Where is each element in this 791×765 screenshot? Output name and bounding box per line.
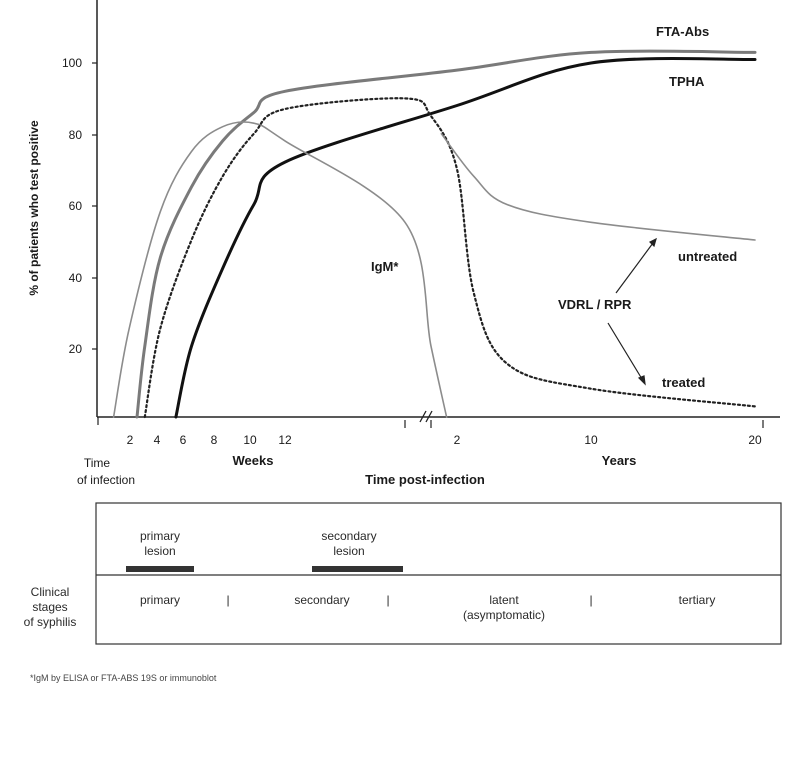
y-tick-label: 60 <box>69 199 83 213</box>
clinical-stages-label: Clinical <box>31 585 70 599</box>
stage-separator: | <box>589 593 592 607</box>
tpha-label: TPHA <box>669 74 705 89</box>
treated-label: treated <box>662 375 705 390</box>
igm-label: IgM* <box>371 259 399 274</box>
stage-latent: latent <box>489 593 519 607</box>
y-tick-label: 100 <box>62 56 82 70</box>
years-tick-label: 20 <box>748 433 762 447</box>
weeks-tick-label: 10 <box>243 433 257 447</box>
stage-secondary: secondary <box>294 593 349 607</box>
clinical-stages-label-2: stages <box>32 600 67 614</box>
primary-lesion-bar <box>126 566 194 572</box>
series-line-untreated <box>440 133 756 241</box>
y-tick-label: 20 <box>69 342 83 356</box>
primary-lesion-label-2: lesion <box>144 544 175 558</box>
secondary-lesion-label: secondary <box>321 529 376 543</box>
vdrl-rpr-label: VDRL / RPR <box>558 297 632 312</box>
footnote: *IgM by ELISA or FTA-ABS 19S or immunobl… <box>30 673 217 683</box>
primary-lesion-label: primary <box>140 529 180 543</box>
y-axis-label: % of patients who test positive <box>27 120 41 296</box>
weeks-tick-label: 6 <box>180 433 187 447</box>
origin-label-2: of infection <box>77 473 135 487</box>
y-tick-marks <box>92 62 97 350</box>
clinical-stages-label-3: of syphilis <box>24 615 77 629</box>
y-tick-label: 80 <box>69 128 83 142</box>
stage-primary: primary <box>140 593 180 607</box>
chart-curves <box>112 49 757 419</box>
weeks-tick-label: 4 <box>154 433 161 447</box>
years-axis-label: Years <box>602 453 637 468</box>
stage-separator: | <box>386 593 389 607</box>
secondary-lesion-label-2: lesion <box>333 544 364 558</box>
fta-abs-label: FTA-Abs <box>656 24 709 39</box>
untreated-label: untreated <box>678 249 737 264</box>
series-line-vdrl-rpr <box>143 97 757 419</box>
weeks-axis-label: Weeks <box>233 453 274 468</box>
stage-tertiary: tertiary <box>679 593 716 607</box>
vdrl-arrows <box>607 237 657 386</box>
axis-break-mark <box>419 410 433 423</box>
weeks-tick-label: 2 <box>127 433 134 447</box>
stage-latent-2: (asymptomatic) <box>463 608 545 622</box>
stage-separator: | <box>226 593 229 607</box>
years-tick-label: 2 <box>454 433 461 447</box>
weeks-tick-label: 8 <box>211 433 218 447</box>
clinical-stages-box <box>95 502 782 645</box>
secondary-lesion-bar <box>312 566 403 572</box>
x-tick-marks <box>97 417 764 428</box>
origin-label: Time <box>84 456 111 470</box>
series-line-fta-abs <box>135 49 757 419</box>
series-line-igm <box>112 121 448 418</box>
y-tick-label: 40 <box>69 271 83 285</box>
x-axis-label: Time post-infection <box>365 472 485 487</box>
weeks-tick-label: 12 <box>278 433 292 447</box>
series-line-tpha <box>174 57 757 419</box>
years-tick-label: 10 <box>584 433 598 447</box>
